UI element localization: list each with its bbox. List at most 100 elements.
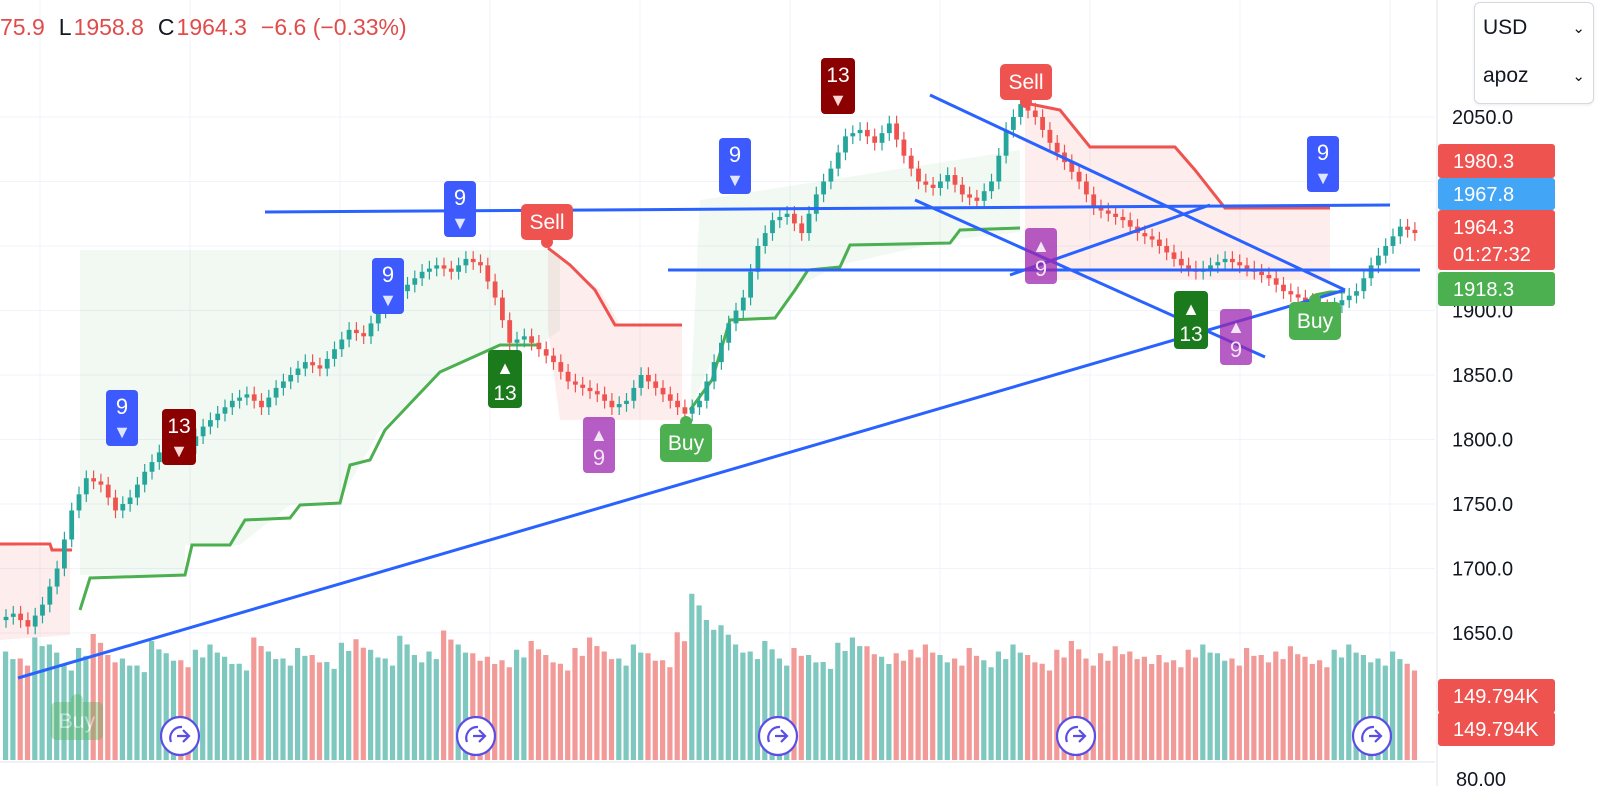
candle-body	[806, 213, 812, 234]
candle-body	[1127, 220, 1133, 227]
unit-select[interactable]: apoz ⌄	[1483, 57, 1587, 95]
volume-bar	[39, 646, 45, 760]
candle-body	[1208, 265, 1213, 269]
price-axis[interactable]: 2050.01900.01850.01800.01750.01700.01650…	[1438, 0, 1600, 786]
candle-body	[894, 123, 899, 140]
volume-bar	[309, 655, 315, 760]
volume-bar	[10, 659, 16, 760]
candle-body	[1230, 258, 1235, 263]
volume-bar	[791, 648, 797, 760]
volume-bar	[1317, 660, 1323, 760]
supertrend-down-tag-box	[1438, 144, 1555, 178]
volume-bar	[514, 649, 520, 760]
volume-bar	[1411, 670, 1418, 760]
candle-body	[865, 129, 870, 137]
last-price-tag-text: 1964.3	[1453, 217, 1514, 239]
volume-bar	[1382, 665, 1388, 760]
candle-body	[1288, 291, 1294, 295]
candle-body	[332, 349, 337, 359]
candle-body	[1405, 226, 1410, 230]
candle-body	[1346, 295, 1352, 301]
volume-tag: 149.794K	[1438, 712, 1555, 746]
candle-body	[346, 329, 352, 340]
volume-bar	[90, 634, 96, 760]
volume-bar	[1046, 670, 1053, 760]
candle-body	[989, 181, 994, 192]
volume-bar	[156, 649, 162, 760]
volume-bar	[229, 663, 235, 760]
candle-body	[1076, 171, 1082, 182]
volume-bar	[1309, 663, 1315, 760]
volume-bar	[1222, 660, 1228, 760]
candle-body	[222, 407, 228, 414]
candle-body	[930, 184, 936, 188]
td9-sell-marker: 9▼	[719, 138, 751, 194]
td9-buy-count: 9	[1035, 256, 1047, 281]
candle-body	[507, 320, 513, 343]
td9-buy-box	[1220, 309, 1252, 365]
candle-body	[1149, 236, 1155, 240]
td13-buy-marker: ▲ 13	[488, 350, 522, 408]
currency-select[interactable]: USD ⌄	[1483, 9, 1587, 47]
scroll-to-realtime-button[interactable]	[455, 715, 497, 757]
goto-buttons[interactable]	[159, 715, 1393, 757]
scroll-to-realtime-button[interactable]	[757, 715, 799, 757]
candle-body	[1397, 226, 1403, 237]
volume-bar	[973, 655, 980, 760]
candle-body	[339, 339, 345, 350]
volume-bar	[1010, 644, 1016, 760]
volume-bar	[813, 662, 819, 760]
ref-line-tag-text: 1967.8	[1453, 184, 1514, 206]
sell-signal-dot	[541, 236, 553, 248]
volume-bar	[61, 663, 67, 760]
fill-down	[548, 250, 682, 420]
volume-bar	[820, 662, 826, 760]
volume-bar	[922, 644, 928, 760]
candle-body	[675, 400, 680, 408]
candle-body	[967, 194, 972, 198]
candle-body	[302, 362, 308, 369]
volume-bar	[1200, 644, 1206, 760]
td13-buy-box	[1174, 291, 1208, 349]
volume-bar	[273, 659, 279, 760]
scroll-to-realtime-button[interactable]	[1351, 715, 1393, 757]
candle-body	[1003, 129, 1009, 156]
candle-body	[448, 268, 454, 272]
volume-bar	[1229, 658, 1235, 760]
volume-bar	[46, 644, 52, 760]
td9-sell-box	[372, 258, 404, 314]
candle-body	[419, 271, 425, 279]
close-value: 1964.3	[176, 14, 247, 40]
volume-bar	[740, 652, 746, 760]
candle-body	[704, 381, 710, 401]
volume-bar	[1054, 649, 1060, 760]
volume-bar	[236, 663, 242, 760]
candle-body	[1157, 239, 1162, 246]
candle-body	[777, 216, 783, 221]
change-value: −6.6 (−0.33%)	[260, 14, 407, 40]
volume-bar	[871, 654, 877, 760]
volume-bar	[1134, 659, 1140, 760]
candle-body	[1383, 246, 1389, 256]
td9-buy-box	[1025, 228, 1057, 284]
candle-body	[784, 213, 790, 217]
volume-bar	[1390, 651, 1396, 760]
fill-up	[80, 250, 560, 575]
candle-body	[62, 539, 67, 569]
volume-bar	[185, 667, 191, 760]
volume-bar	[280, 658, 286, 760]
volume-bar	[806, 655, 812, 760]
volume-bar	[762, 641, 768, 760]
price-tick: 1700.0	[1452, 559, 1513, 581]
volume-bar	[411, 655, 417, 760]
scroll-to-realtime-button[interactable]	[159, 715, 201, 757]
volume-bar	[952, 658, 958, 760]
volume-bar	[1251, 655, 1257, 760]
td13-buy-marker: ▲ 13	[1174, 291, 1208, 349]
candle-body	[434, 265, 440, 269]
volume-bar	[944, 662, 950, 760]
volume-bar	[389, 665, 396, 760]
candle-body	[485, 265, 491, 282]
scroll-to-realtime-button[interactable]	[1055, 715, 1097, 757]
